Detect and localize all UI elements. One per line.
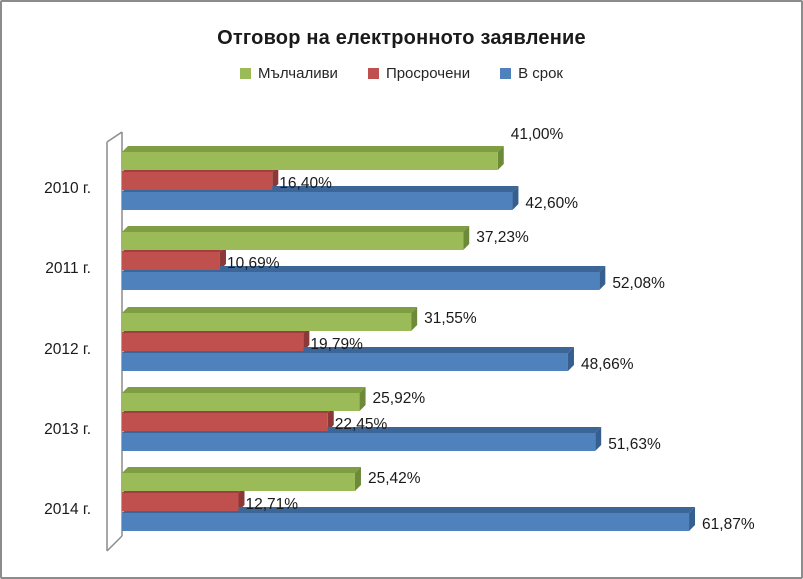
bar-front-1-1 (122, 252, 220, 270)
bar-cap-1-3 (327, 407, 334, 431)
bar-top-2-4 (122, 507, 696, 513)
bar-top-0-1 (122, 226, 470, 232)
bar-front-1-0 (122, 172, 273, 190)
chart-title: Отговор на електронното заявление (217, 27, 586, 49)
category-axis-wall (106, 131, 123, 552)
category-label-3: 2013 г. (44, 421, 91, 438)
bar-cap-0-4 (354, 467, 361, 491)
bar-top-2-1 (122, 266, 606, 272)
value-label-1-2: 19,79% (310, 336, 363, 353)
legend: Мълчаливи Просрочени В срок (2, 65, 801, 82)
value-label-2-4: 61,87% (702, 516, 755, 533)
legend-item-1: Мълчаливи (240, 65, 338, 82)
value-label-2-3: 51,63% (608, 436, 661, 453)
value-label-0-0: 41,00% (511, 126, 564, 143)
bar-cap-2-1 (599, 266, 606, 290)
bar-front-2-2 (122, 353, 568, 371)
bar-front-2-4 (122, 513, 690, 531)
value-label-2-2: 48,66% (581, 356, 634, 373)
value-label-0-3: 25,92% (373, 390, 426, 407)
bar-front-0-1 (122, 232, 464, 250)
legend-item-2: Просрочени (367, 65, 471, 82)
legend-label: В срок (518, 65, 563, 82)
value-label-1-3: 22,45% (335, 416, 388, 433)
bar-cap-0-2 (411, 307, 418, 331)
legend-item-3: В срок (500, 65, 563, 82)
value-label-1-1: 10,69% (227, 255, 280, 272)
bar-cap-0-0 (497, 146, 504, 170)
bar-cap-1-0 (272, 166, 279, 190)
bar-top-0-4 (122, 467, 361, 473)
bar-top-0-0 (122, 146, 504, 152)
category-label-2: 2012 г. (44, 341, 91, 358)
bar-top-0-2 (122, 307, 418, 313)
category-label-1: 2011 г. (45, 260, 91, 277)
bar-cap-0-3 (359, 387, 366, 411)
bar-cap-2-3 (595, 427, 602, 451)
bar-front-0-2 (122, 313, 412, 331)
legend-label: Мълчаливи (258, 65, 338, 82)
bar-front-0-4 (122, 473, 355, 491)
bar-top-0-3 (122, 387, 366, 393)
bar-cap-2-4 (689, 507, 696, 531)
bar-front-0-3 (122, 393, 360, 411)
bar-cap-0-1 (463, 226, 470, 250)
legend-swatch-icon (500, 68, 512, 79)
legend-swatch-icon (240, 68, 251, 79)
bar-front-2-0 (122, 192, 513, 210)
bar-cap-2-2 (567, 347, 574, 371)
bar-front-2-3 (122, 433, 596, 451)
bar-front-0-0 (122, 152, 498, 170)
value-label-2-1: 52,08% (612, 275, 665, 292)
category-label-4: 2014 г. (44, 501, 91, 518)
legend-label: Просрочени (385, 65, 471, 82)
bar-cap-2-0 (512, 186, 519, 210)
bar-front-1-3 (122, 413, 328, 431)
value-label-2-0: 42,60% (525, 195, 578, 212)
bar-cap-1-2 (303, 327, 310, 351)
value-label-1-0: 16,40% (279, 175, 332, 192)
legend-swatch-icon (367, 68, 379, 79)
bar-front-1-2 (122, 333, 304, 351)
bar-cap-1-4 (238, 487, 245, 511)
value-label-1-4: 12,71% (245, 496, 298, 513)
bar-front-2-1 (122, 272, 600, 290)
value-label-0-4: 25,42% (368, 470, 421, 487)
bar-front-1-4 (122, 493, 239, 511)
bar-cap-1-1 (219, 246, 226, 270)
value-label-0-2: 31,55% (424, 310, 477, 327)
category-label-0: 2010 г. (44, 180, 91, 197)
value-label-0-1: 37,23% (476, 229, 529, 246)
